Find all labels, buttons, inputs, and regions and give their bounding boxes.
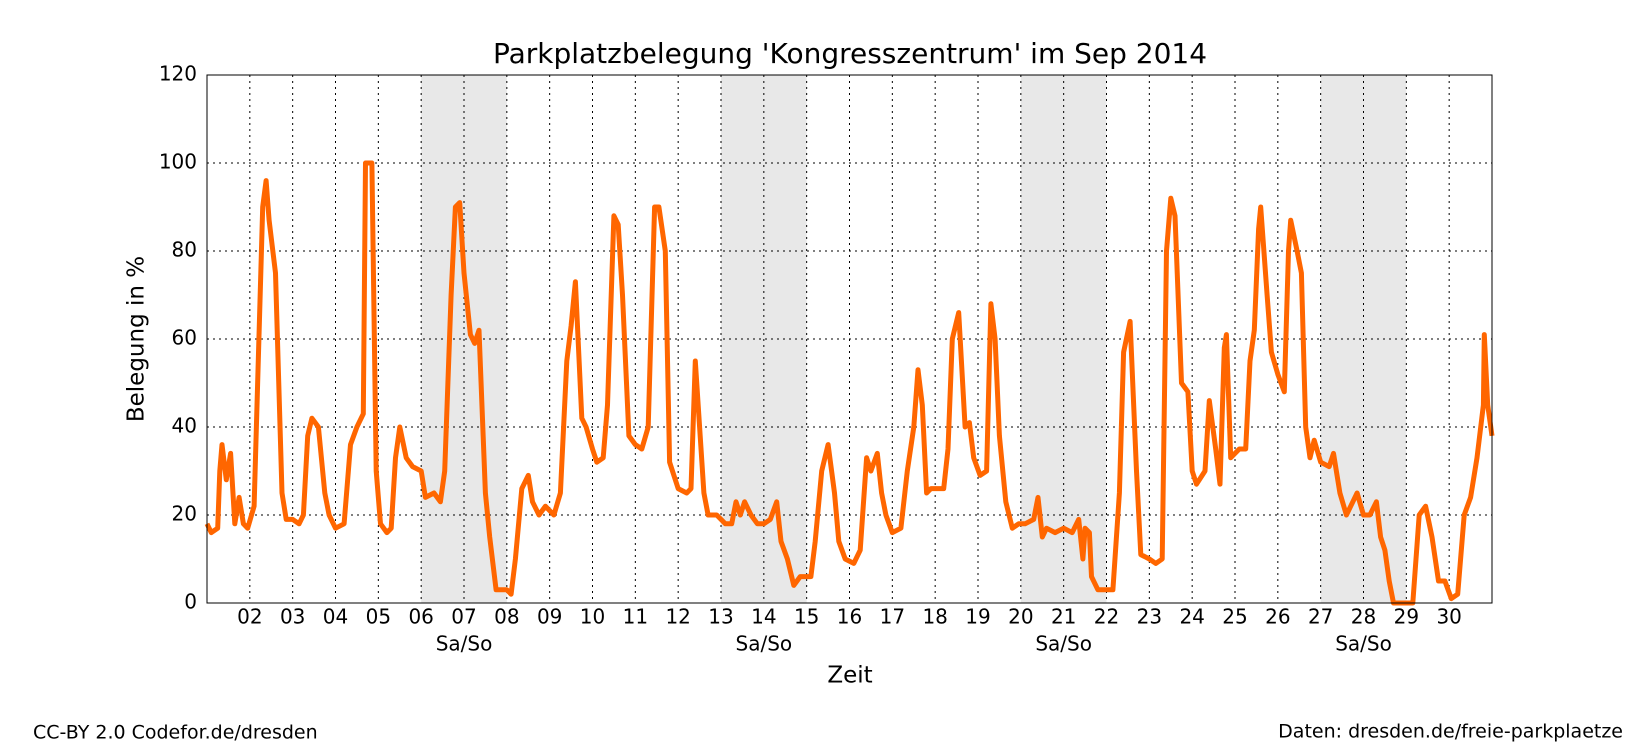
y-tick-label: 0 xyxy=(184,590,197,614)
x-tick-label: 25 xyxy=(1222,605,1247,629)
x-tick-label: 24 xyxy=(1179,605,1204,629)
y-tick-label: 120 xyxy=(159,62,197,86)
x-tick-label: 16 xyxy=(837,605,862,629)
y-tick-label: 20 xyxy=(172,502,197,526)
x-tick-label: 08 xyxy=(494,605,519,629)
x-tick-label: 26 xyxy=(1265,605,1290,629)
x-tick-label: 13 xyxy=(708,605,733,629)
x-tick-label: 10 xyxy=(580,605,605,629)
y-tick-label: 100 xyxy=(159,150,197,174)
x-tick-label: 05 xyxy=(366,605,391,629)
y-tick-label: 60 xyxy=(172,326,197,350)
x-tick-label: 12 xyxy=(665,605,690,629)
y-tick-label: 80 xyxy=(172,238,197,262)
x-tick-label: 18 xyxy=(922,605,947,629)
x-tick-label: 14 xyxy=(751,605,776,629)
footer-right: Daten: dresden.de/freie-parkplaetze xyxy=(1278,721,1623,743)
weekend-label: Sa/So xyxy=(1335,632,1392,656)
plot-frame xyxy=(206,74,1493,604)
x-tick-label: 20 xyxy=(1008,605,1033,629)
x-tick-label: 09 xyxy=(537,605,562,629)
x-tick-label: 11 xyxy=(623,605,648,629)
x-tick-label: 17 xyxy=(880,605,905,629)
data-line xyxy=(204,160,1495,606)
y-tick-label: 40 xyxy=(172,414,197,438)
x-tick-label: 02 xyxy=(237,605,262,629)
weekend-label: Sa/So xyxy=(736,632,793,656)
x-axis-label: Zeit xyxy=(827,663,872,689)
x-tick-label: 28 xyxy=(1351,605,1376,629)
x-tick-label: 23 xyxy=(1137,605,1162,629)
x-tick-label: 15 xyxy=(794,605,819,629)
x-tick-label: 06 xyxy=(408,605,433,629)
x-tick-label: 21 xyxy=(1051,605,1076,629)
x-tick-label: 19 xyxy=(965,605,990,629)
x-tick-label: 04 xyxy=(323,605,348,629)
x-tick-label: 22 xyxy=(1094,605,1119,629)
x-tick-label: 03 xyxy=(280,605,305,629)
x-tick-label: 29 xyxy=(1394,605,1419,629)
x-tick-label: 07 xyxy=(451,605,476,629)
x-tick-label: 30 xyxy=(1436,605,1461,629)
weekend-label: Sa/So xyxy=(1035,632,1092,656)
y-axis-label: Belegung in % xyxy=(124,256,150,422)
x-tick-label: 27 xyxy=(1308,605,1333,629)
weekend-label: Sa/So xyxy=(436,632,493,656)
chart-title: Parkplatzbelegung 'Kongresszentrum' im S… xyxy=(493,37,1207,70)
footer-left: CC-BY 2.0 Codefor.de/dresden xyxy=(33,722,318,744)
